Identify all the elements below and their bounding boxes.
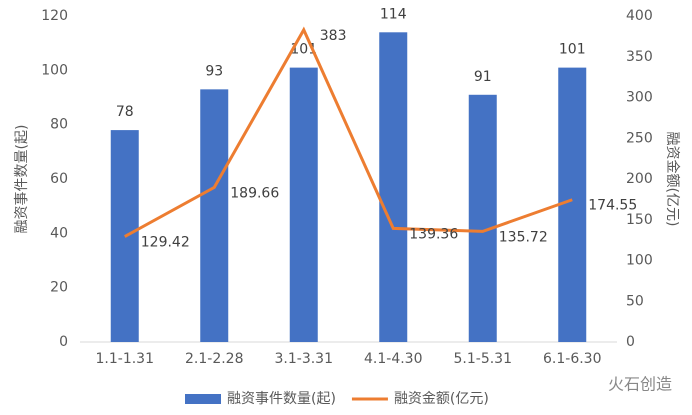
y2-tick-label: 400 <box>626 8 653 24</box>
y2-tick-label: 300 <box>626 90 653 106</box>
x-tick-label: 1.1-1.31 <box>96 351 155 367</box>
line <box>124 26 573 238</box>
data-label: 114 <box>380 6 407 22</box>
watermark: 火石创造 <box>608 375 672 394</box>
legend-label: 融资金额(亿元) <box>394 391 489 407</box>
bar <box>558 67 587 342</box>
data-label: 383 <box>320 28 347 44</box>
y2-tick-label: 200 <box>626 171 653 187</box>
y-tick-label: 60 <box>50 171 68 187</box>
y-axis-title: 融资事件数量(起) <box>14 125 30 234</box>
y-tick-label: 120 <box>41 8 68 24</box>
data-label: 93 <box>205 63 223 79</box>
data-label: 91 <box>474 69 492 85</box>
bar <box>468 94 497 343</box>
y-tick-label: 100 <box>41 62 68 78</box>
data-label: 139.36 <box>409 226 458 242</box>
y-tick-label: 80 <box>50 117 68 133</box>
x-tick-label: 2.1-2.28 <box>185 351 244 367</box>
data-label: 174.55 <box>588 198 637 214</box>
x-tick-label: 5.1-5.31 <box>454 351 513 367</box>
y-tick-label: 0 <box>59 334 68 350</box>
y2-tick-label: 250 <box>626 130 653 146</box>
y2-tick-label: 0 <box>626 334 635 350</box>
data-label: 78 <box>116 104 134 120</box>
data-label: 135.72 <box>499 229 548 245</box>
x-tick-label: 3.1-3.31 <box>275 351 334 367</box>
bar <box>379 32 408 343</box>
y2-tick-label: 350 <box>626 49 653 65</box>
y2-tick-label: 100 <box>626 253 653 269</box>
y2-axis-title: 融资金额(亿元) <box>664 132 680 227</box>
y2-tick-label: 50 <box>626 293 644 309</box>
legend-swatch <box>185 394 221 404</box>
x-tick-label: 6.1-6.30 <box>543 351 602 367</box>
y2-tick-label: 150 <box>626 212 653 228</box>
data-label: 129.42 <box>141 235 190 251</box>
y-tick-label: 40 <box>50 225 68 241</box>
x-tick-label: 4.1-4.30 <box>364 351 423 367</box>
legend-label: 融资事件数量(起) <box>227 391 336 407</box>
data-label: 189.66 <box>230 185 279 201</box>
bar <box>289 67 318 342</box>
data-label: 101 <box>559 42 586 58</box>
bar <box>200 89 229 342</box>
y-tick-label: 20 <box>50 280 68 296</box>
